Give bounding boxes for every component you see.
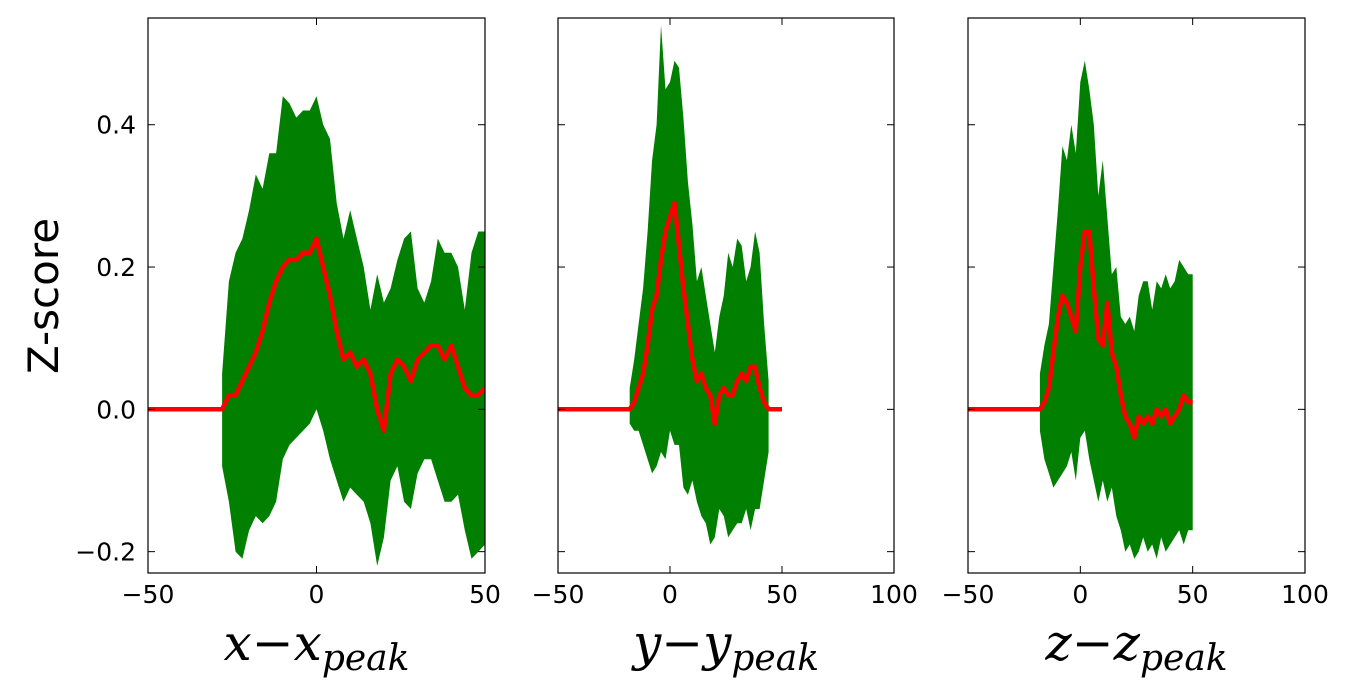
x-tick-label: 50	[469, 580, 501, 609]
x-axis-label-main: z−z	[1044, 614, 1140, 672]
y-tick-label: −0.2	[75, 538, 136, 567]
confidence-band	[629, 25, 769, 545]
y-tick-label: 0.2	[96, 253, 136, 282]
x-tick-label: 100	[1281, 580, 1329, 609]
x-axis-label-subscript: peak	[731, 638, 819, 679]
x-axis-label-main: x−x	[224, 614, 322, 672]
confidence-band	[1039, 60, 1193, 559]
x-tick-label: 100	[870, 580, 918, 609]
x-axis-label: z−zpeak	[1044, 614, 1227, 679]
x-tick-label: 50	[1177, 580, 1209, 609]
x-axis-label-subscript: peak	[322, 638, 410, 679]
y-axis-label: Z-score	[19, 218, 68, 374]
x-tick-label: 50	[766, 580, 798, 609]
mean-line	[558, 200, 782, 426]
y-tick-label: 0.0	[96, 395, 136, 424]
x-axis-label-subscript: peak	[1140, 638, 1228, 679]
x-tick-label: −50	[942, 580, 995, 609]
x-axis-label-main: y−y	[631, 614, 732, 672]
x-tick-label: −50	[122, 580, 175, 609]
panel-3: −50 0 50 100 z−zpeak	[942, 17, 1329, 679]
mean-line	[968, 229, 1193, 441]
mean-line	[148, 236, 485, 433]
x-tick-label: 0	[309, 580, 325, 609]
x-axis-label: y−ypeak	[631, 614, 819, 679]
x-tick-label: 0	[1072, 580, 1088, 609]
axes-frame	[557, 17, 895, 574]
x-tick-label: −50	[532, 580, 585, 609]
panel-3-plot-area	[968, 60, 1193, 559]
panel-2: −50 0 50 100 y−ypeak	[532, 17, 918, 679]
panel-1-plot-area	[148, 96, 485, 566]
y-tick-label: 0.4	[96, 111, 136, 140]
x-tick-label: 0	[662, 580, 678, 609]
confidence-band	[222, 96, 485, 566]
panel-2-plot-area	[558, 25, 782, 545]
axes-frame	[967, 17, 1306, 574]
x-axis-label: x−xpeak	[224, 614, 410, 679]
panel-1: −50 0 50 −0.2 0.0 0.2 0.4 x−xpeak	[75, 17, 501, 679]
